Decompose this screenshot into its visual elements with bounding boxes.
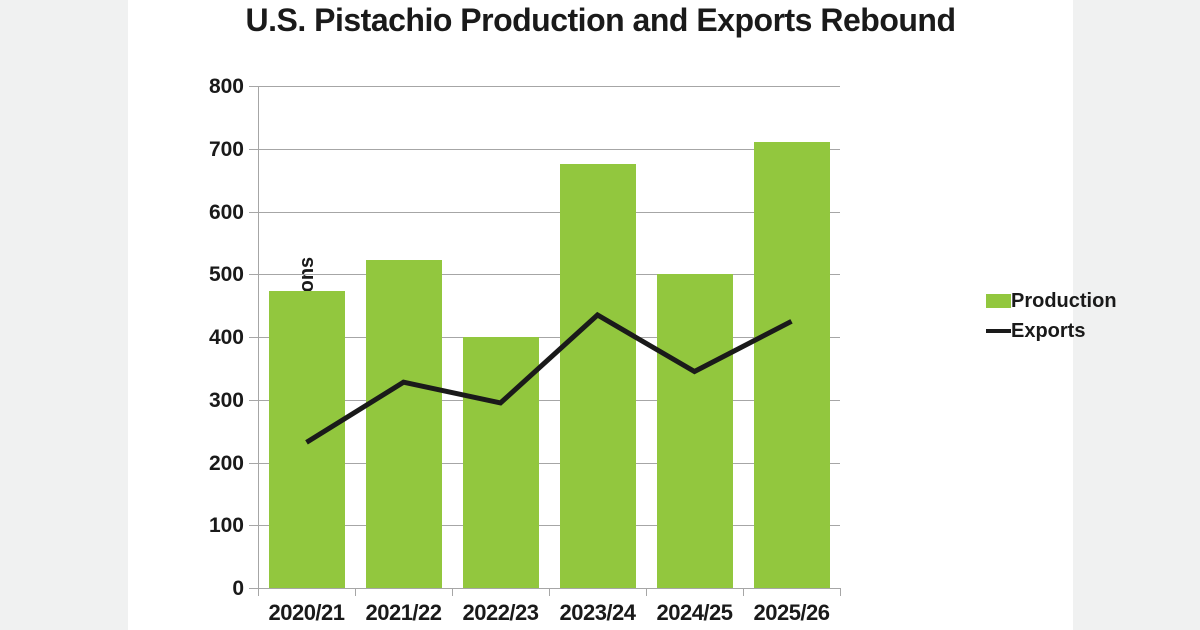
legend-item-exports: Exports bbox=[986, 316, 1117, 346]
bar-2021/22 bbox=[366, 260, 442, 588]
y-tick-label-600: 600 bbox=[208, 201, 244, 224]
y-axis-line bbox=[258, 86, 259, 589]
y-tick-100 bbox=[249, 525, 258, 526]
y-tick-600 bbox=[249, 212, 258, 213]
gridline-y-100 bbox=[258, 525, 840, 526]
x-tick-2 bbox=[452, 588, 453, 596]
y-tick-300 bbox=[249, 400, 258, 401]
y-tick-400 bbox=[249, 337, 258, 338]
chart-title: U.S. Pistachio Production and Exports Re… bbox=[245, 2, 957, 38]
exports-line bbox=[305, 311, 793, 445]
x-tick-0 bbox=[258, 588, 259, 596]
production-swatch-icon bbox=[986, 294, 1011, 308]
x-tick-label-2024/25: 2024/25 bbox=[656, 600, 733, 625]
gridline-y-800 bbox=[258, 86, 840, 87]
x-tick-4 bbox=[646, 588, 647, 596]
x-tick-label-2023/24: 2023/24 bbox=[559, 600, 636, 625]
y-tick-700 bbox=[249, 149, 258, 150]
bar-2024/25 bbox=[657, 274, 733, 588]
y-tick-label-800: 800 bbox=[208, 75, 244, 98]
gridline-y-200 bbox=[258, 463, 840, 464]
y-tick-label-500: 500 bbox=[208, 263, 244, 286]
y-tick-0 bbox=[249, 588, 258, 589]
y-tick-800 bbox=[249, 86, 258, 87]
bar-2023/24 bbox=[560, 164, 636, 588]
chart-panel: U.S. Pistachio Production and Exports Re… bbox=[128, 0, 1117, 630]
exports-polyline bbox=[305, 311, 793, 445]
x-tick-6 bbox=[840, 588, 841, 596]
x-tick-3 bbox=[549, 588, 550, 596]
x-tick-label-2025/26: 2025/26 bbox=[753, 600, 830, 625]
y-tick-label-100: 100 bbox=[208, 514, 244, 537]
gridline-y-700 bbox=[258, 149, 840, 150]
gridline-y-300 bbox=[258, 400, 840, 401]
y-tick-label-300: 300 bbox=[208, 389, 244, 412]
y-tick-label-700: 700 bbox=[208, 138, 244, 161]
legend-label-exports: Exports bbox=[1011, 319, 1086, 342]
y-tick-label-0: 0 bbox=[232, 577, 244, 600]
x-tick-5 bbox=[743, 588, 744, 596]
x-tick-1 bbox=[355, 588, 356, 596]
gridline-y-600 bbox=[258, 212, 840, 213]
x-tick-label-2020/21: 2020/21 bbox=[268, 600, 345, 625]
gridline-y-500 bbox=[258, 274, 840, 275]
y-tick-label-400: 400 bbox=[208, 326, 244, 349]
bar-2025/26 bbox=[754, 142, 830, 588]
x-tick-label-2021/22: 2021/22 bbox=[365, 600, 442, 625]
legend: Production Exports bbox=[986, 286, 1117, 346]
y-tick-500 bbox=[249, 274, 258, 275]
x-tick-label-2022/23: 2022/23 bbox=[462, 600, 539, 625]
gridline-y-400 bbox=[258, 337, 840, 338]
y-tick-200 bbox=[249, 463, 258, 464]
y-tick-label-200: 200 bbox=[208, 452, 244, 475]
exports-swatch-icon bbox=[986, 329, 1011, 333]
legend-label-production: Production bbox=[1011, 289, 1117, 312]
legend-item-production: Production bbox=[986, 286, 1117, 316]
